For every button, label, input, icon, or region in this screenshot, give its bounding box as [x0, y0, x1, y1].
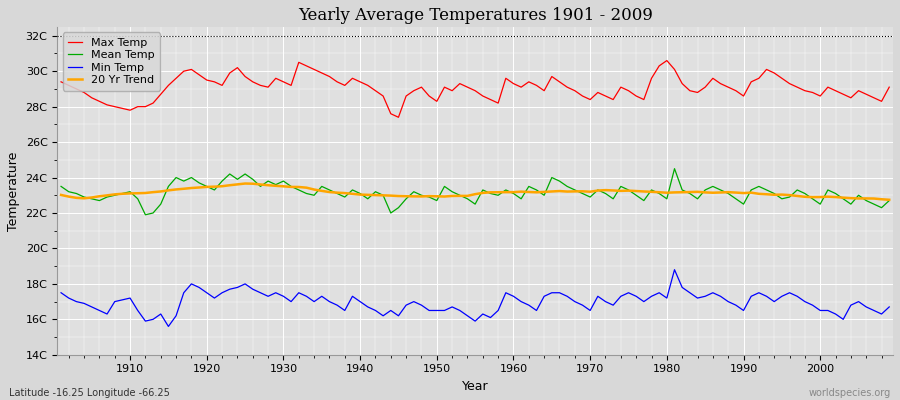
20 Yr Trend [339, 191, 350, 196]
20 Yr Trend [884, 197, 895, 202]
Mean Temp [339, 195, 350, 200]
Max Temp [332, 80, 343, 84]
Mean Temp [56, 184, 67, 189]
Title: Yearly Average Temperatures 1901 - 2009: Yearly Average Temperatures 1901 - 2009 [298, 7, 652, 24]
Min Temp [608, 303, 618, 308]
Min Temp [516, 299, 526, 304]
20 Yr Trend [508, 190, 519, 194]
Line: 20 Yr Trend: 20 Yr Trend [61, 184, 889, 200]
Max Temp [508, 81, 519, 86]
Mean Temp [140, 212, 151, 217]
Y-axis label: Temperature: Temperature [7, 151, 20, 230]
X-axis label: Year: Year [462, 380, 489, 393]
Legend: Max Temp, Mean Temp, Min Temp, 20 Yr Trend: Max Temp, Mean Temp, Min Temp, 20 Yr Tre… [63, 32, 159, 91]
20 Yr Trend [239, 181, 250, 186]
Text: worldspecies.org: worldspecies.org [809, 388, 891, 398]
Max Temp [884, 85, 895, 90]
Mean Temp [516, 196, 526, 201]
Mean Temp [884, 198, 895, 203]
Min Temp [117, 298, 128, 302]
Max Temp [516, 85, 526, 90]
Min Temp [163, 324, 174, 329]
Min Temp [669, 267, 680, 272]
20 Yr Trend [117, 191, 128, 196]
Line: Max Temp: Max Temp [61, 60, 889, 117]
Mean Temp [293, 188, 304, 192]
Mean Temp [508, 191, 519, 196]
Line: Mean Temp: Mean Temp [61, 169, 889, 215]
20 Yr Trend [608, 188, 618, 193]
Max Temp [662, 58, 672, 63]
Mean Temp [117, 191, 128, 196]
Min Temp [293, 290, 304, 295]
Max Temp [117, 106, 128, 111]
Min Temp [339, 308, 350, 313]
Min Temp [508, 294, 519, 299]
Text: Latitude -16.25 Longitude -66.25: Latitude -16.25 Longitude -66.25 [9, 388, 170, 398]
Mean Temp [669, 166, 680, 171]
Min Temp [56, 290, 67, 295]
Line: Min Temp: Min Temp [61, 270, 889, 326]
20 Yr Trend [293, 184, 304, 189]
Min Temp [884, 304, 895, 309]
Max Temp [393, 115, 404, 120]
20 Yr Trend [516, 189, 526, 194]
Max Temp [56, 80, 67, 84]
Mean Temp [608, 196, 618, 201]
Max Temp [285, 83, 296, 88]
20 Yr Trend [56, 192, 67, 197]
Max Temp [608, 97, 618, 102]
